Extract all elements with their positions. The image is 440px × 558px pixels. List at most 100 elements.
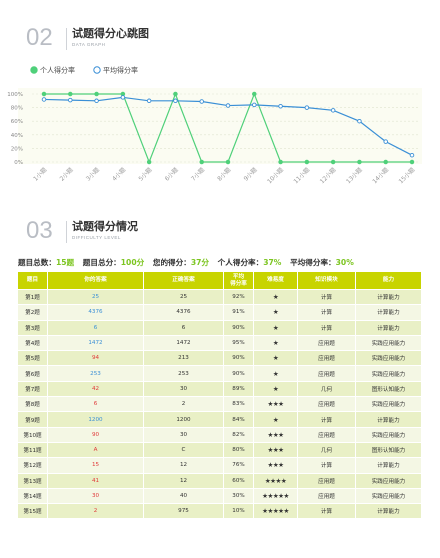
question-count-label: 题目总数：: [18, 258, 56, 267]
data-point-personal: [173, 91, 178, 97]
correct-answer: 1200: [143, 411, 224, 428]
data-point-personal: [278, 159, 283, 165]
difficulty-stars: ★★★★★: [253, 503, 298, 520]
table-row: 第10题 90 30 82% ★★★ 应用题 实践应用能力: [17, 426, 422, 443]
x-tick-label: 11小题: [292, 166, 312, 186]
ability: 实践应用能力: [355, 350, 422, 367]
ability: 计算能力: [355, 288, 422, 306]
section-number: 03: [26, 217, 53, 244]
x-tick-label: 9小题: [242, 166, 259, 183]
average-rate-value: 30%: [335, 258, 354, 267]
knowledge-module: 计算: [297, 411, 356, 428]
score-summary: 题目总数：15题 题目总分：100分 您的得分：37分 个人得分率：37% 平均…: [18, 257, 354, 268]
legend-label: 平均得分率: [103, 66, 138, 75]
ability: 实践应用能力: [355, 396, 422, 413]
table-row: 第8题 6 2 83% ★★★ 应用题 实践应用能力: [17, 396, 422, 413]
correct-answer: 6: [143, 319, 224, 336]
your-answer: 41: [47, 472, 144, 489]
score-heartbeat-chart: 个人得分率 平均得分率 0% 20% 40% 60% 80% 100% 1小题 2小题 3小题 4小题…: [0, 64, 440, 204]
your-answer: 253: [47, 365, 144, 382]
y-tick-label: 0%: [14, 160, 23, 166]
y-tick-label: 80%: [11, 106, 23, 112]
average-rate-label: 平均得分率：: [290, 258, 336, 267]
correct-answer: 12: [143, 457, 224, 474]
personal-rate-value: 37%: [263, 258, 282, 267]
question-count-value: 15题: [55, 258, 75, 267]
correct-answer: 30: [143, 426, 224, 443]
table-row: 第2题 4376 4376 91% ★ 计算 计算能力: [17, 304, 422, 321]
data-point-average: [409, 152, 415, 158]
correct-answer: 253: [143, 365, 224, 382]
data-point-personal: [41, 91, 47, 97]
correct-answer: 2: [143, 396, 224, 413]
difficulty-stars: ★★★★: [253, 472, 298, 489]
data-point-average: [146, 98, 152, 104]
section-header-scores: 03 试题得分情况 DIFFICULTY LEVEL: [26, 219, 138, 243]
your-answer: 25: [47, 288, 144, 306]
ability: 计算能力: [355, 319, 422, 336]
table-row: 第5题 94 213 90% ★ 应用题 实践应用能力: [17, 350, 422, 367]
ability: 图形认知能力: [355, 441, 422, 459]
y-tick-label: 60%: [11, 119, 23, 125]
data-point-average: [278, 103, 283, 109]
question-number: 第2题: [17, 304, 48, 321]
table-row: 第13题 41 12 60% ★★★★ 应用题 实践应用能力: [17, 472, 422, 489]
difficulty-stars: ★: [253, 411, 298, 428]
your-answer: A: [47, 441, 144, 459]
difficulty-stars: ★★★: [253, 426, 298, 443]
table-row: 第1题 25 25 92% ★ 计算 计算能力: [17, 288, 422, 306]
x-tick-label: 1小题: [32, 166, 49, 183]
data-point-personal: [409, 159, 415, 165]
correct-answer: 213: [143, 350, 224, 367]
difficulty-stars: ★: [253, 288, 298, 306]
knowledge-module: 应用题: [297, 365, 356, 382]
difficulty-stars: ★★★★★: [253, 487, 298, 505]
data-point-personal: [199, 159, 204, 165]
table-row: 第4题 1472 1472 95% ★ 应用题 实践应用能力: [17, 334, 422, 352]
ability: 计算能力: [355, 304, 422, 321]
y-tick-label: 100%: [7, 92, 23, 98]
data-point-average: [225, 103, 231, 108]
table-row: 第15题 2 975 10% ★★★★★ 计算 计算能力: [17, 503, 422, 520]
x-tick-label: 13小题: [344, 166, 364, 186]
data-point-average: [304, 105, 310, 110]
your-answer: 6: [47, 396, 144, 413]
question-number: 第7题: [17, 380, 48, 398]
ability: 计算能力: [355, 457, 422, 474]
your-answer: 4376: [47, 304, 144, 321]
question-number: 第13题: [17, 472, 48, 489]
question-number: 第8题: [17, 396, 48, 413]
score-table: 题目 你的答案 正确答案 平均 得分率 难易度 知识模块 能力 第1题 25 25 92% ★ 计算 计算…: [17, 271, 422, 520]
legend-marker: [30, 66, 38, 74]
average-rate: 95%: [223, 334, 254, 352]
ability: 计算能力: [355, 503, 422, 520]
difficulty-stars: ★: [253, 334, 298, 352]
knowledge-module: 应用题: [297, 426, 356, 443]
section-titles: 试题得分情况 DIFFICULTY LEVEL: [66, 221, 138, 243]
question-number: 第6题: [17, 365, 48, 382]
knowledge-module: 计算: [297, 503, 356, 520]
column-header: 知识模块: [297, 271, 356, 290]
data-point-average: [357, 118, 362, 124]
y-tick-label: 20%: [11, 146, 23, 152]
question-number: 第14题: [17, 487, 48, 505]
difficulty-stars: ★: [253, 350, 298, 367]
average-rate: 30%: [223, 487, 254, 505]
data-point-average: [94, 98, 99, 104]
difficulty-stars: ★: [253, 380, 298, 398]
data-point-average: [120, 95, 126, 100]
data-point-average: [199, 99, 204, 104]
table-row: 第3题 6 6 90% ★ 计算 计算能力: [17, 319, 422, 336]
knowledge-module: 应用题: [297, 334, 356, 352]
column-header: 难易度: [253, 271, 298, 290]
column-header: 你的答案: [47, 271, 144, 290]
question-number: 第3题: [17, 319, 48, 336]
average-rate: 90%: [223, 319, 254, 336]
your-answer: 6: [47, 319, 144, 336]
average-rate: 84%: [223, 411, 254, 428]
knowledge-module: 应用题: [297, 396, 356, 413]
table-header-row: 题目 你的答案 正确答案 平均 得分率 难易度 知识模块 能力: [17, 271, 422, 290]
data-point-personal: [357, 159, 362, 165]
x-tick-label: 2小题: [58, 166, 75, 183]
data-point-average: [41, 97, 47, 102]
